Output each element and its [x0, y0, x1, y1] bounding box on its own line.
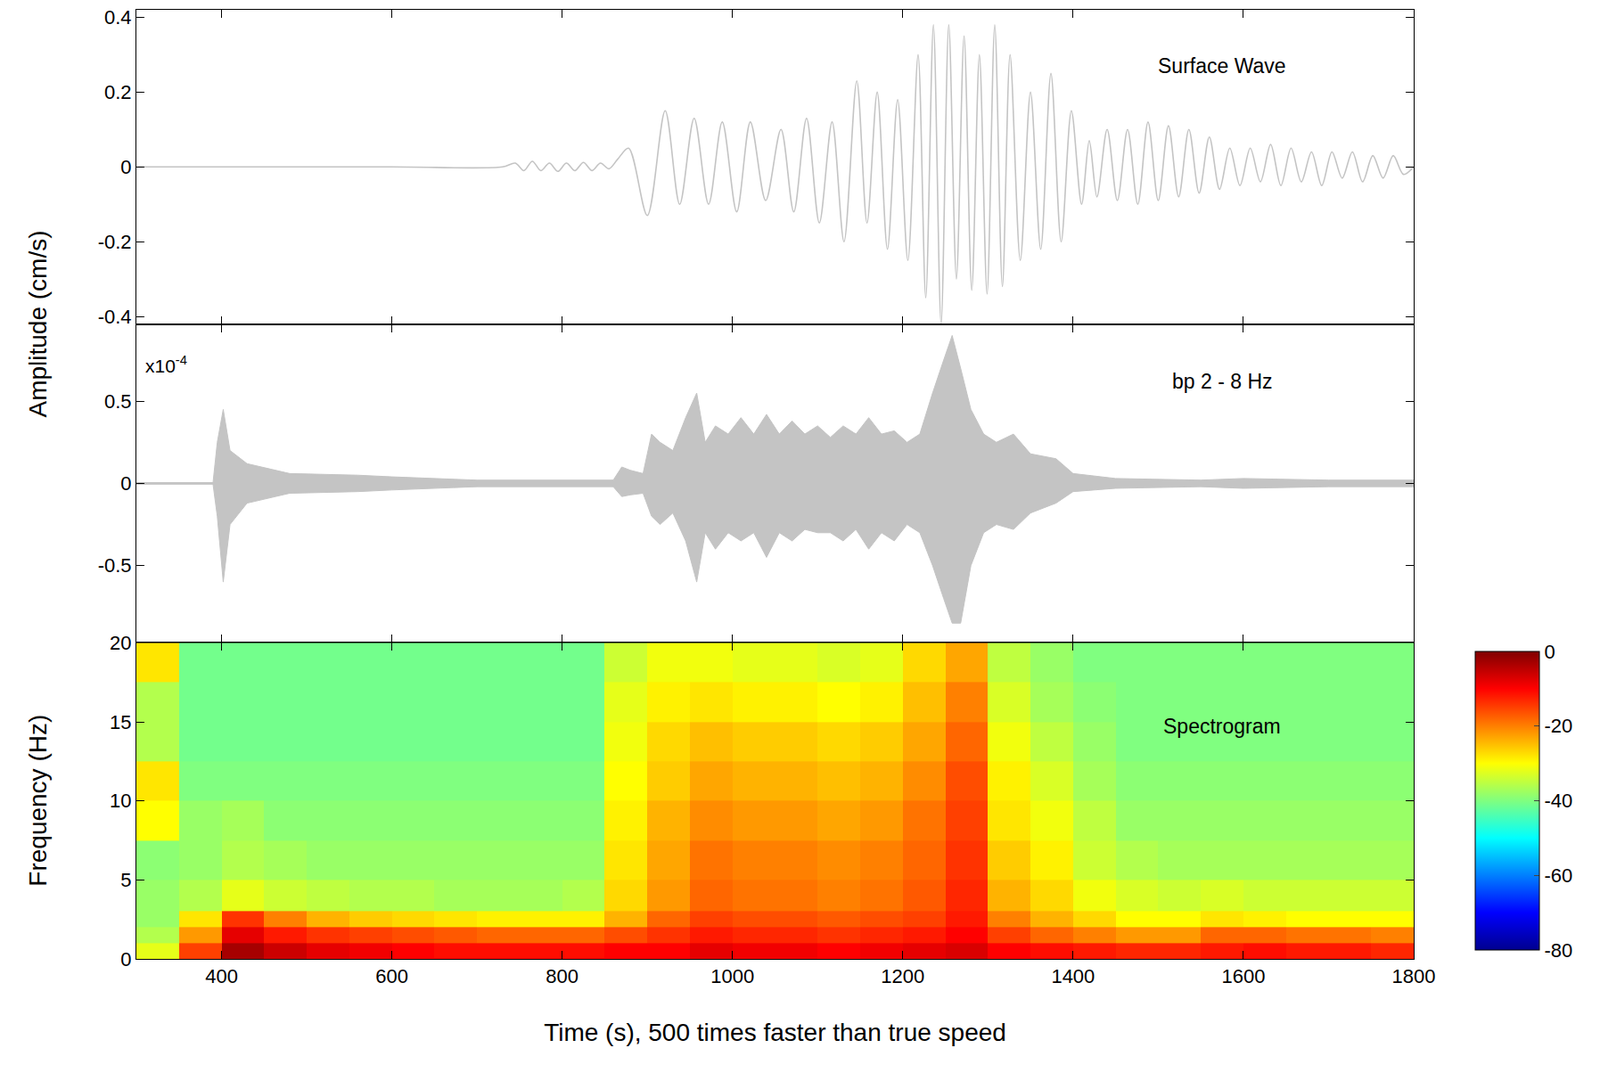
svg-text:1800: 1800	[1392, 965, 1436, 988]
svg-text:15: 15	[109, 711, 132, 734]
svg-text:5: 5	[120, 869, 132, 892]
svg-text:0.2: 0.2	[104, 81, 132, 104]
svg-text:0: 0	[1543, 640, 1555, 664]
svg-text:-0.5: -0.5	[98, 554, 132, 577]
svg-text:-0.2: -0.2	[98, 230, 132, 254]
svg-text:1200: 1200	[880, 965, 925, 988]
svg-text:0: 0	[120, 948, 132, 971]
svg-text:bp 2 - 8 Hz: bp 2 - 8 Hz	[1172, 369, 1273, 394]
svg-text:Surface Wave: Surface Wave	[1157, 54, 1287, 78]
svg-text:400: 400	[205, 965, 238, 988]
svg-text:800: 800	[545, 965, 579, 988]
svg-text:600: 600	[375, 965, 409, 988]
svg-text:0.4: 0.4	[104, 6, 132, 29]
svg-text:Spectrogram: Spectrogram	[1163, 714, 1281, 739]
svg-text:20: 20	[109, 631, 132, 655]
svg-text:-60: -60	[1543, 864, 1573, 887]
svg-text:1000: 1000	[710, 965, 755, 988]
svg-text:-40: -40	[1543, 789, 1573, 813]
svg-text:Frequency (Hz): Frequency (Hz)	[24, 714, 52, 887]
svg-text:Time (s), 500 times faster tha: Time (s), 500 times faster than true spe…	[543, 1018, 1007, 1047]
svg-text:-20: -20	[1543, 714, 1573, 738]
svg-text:-0.4: -0.4	[98, 305, 132, 329]
svg-text:0: 0	[120, 155, 132, 179]
svg-text:1400: 1400	[1050, 965, 1095, 988]
svg-text:1600: 1600	[1221, 965, 1265, 988]
svg-text:10: 10	[109, 789, 132, 813]
svg-text:x10​-4​: x10​-4​	[145, 352, 188, 377]
svg-text:0: 0	[120, 472, 132, 495]
svg-text:-80: -80	[1543, 939, 1573, 962]
svg-text:0.5: 0.5	[104, 390, 132, 413]
svg-text:Amplitude (cm/s): Amplitude (cm/s)	[24, 229, 52, 418]
